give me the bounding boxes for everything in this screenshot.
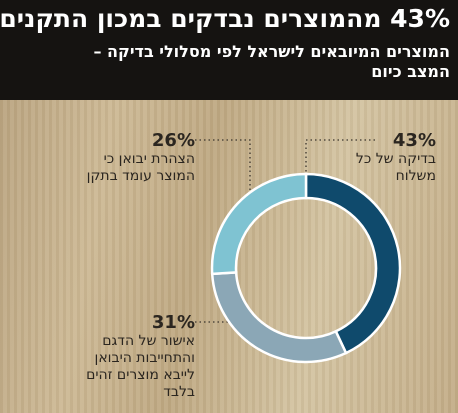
segment-label: 43% בדיקה של כל משלוח	[351, 130, 436, 185]
chart-subtitle: המוצרים המיובאים לישראל לפי מסלולי בדיקה…	[93, 42, 450, 81]
segment-label: 31% אישור של הדגם והתחייבות היבואן לייבא …	[75, 312, 195, 401]
donut-segment	[210, 172, 308, 276]
category-label: אישור של הדגם והתחייבות היבואן לייבא מוצ…	[86, 333, 195, 400]
chart-title: 43% מהמוצרים נבדקים במכון התקנים	[0, 4, 450, 33]
category-label: הצהרת יבואן כי המוצר עומד בתקן	[86, 151, 195, 184]
value-label: 31%	[151, 312, 195, 333]
donut-segment	[210, 271, 348, 364]
header: 43% מהמוצרים נבדקים במכון התקנים המוצרים…	[0, 0, 458, 100]
leader-line	[195, 139, 251, 190]
leader-line	[305, 139, 375, 175]
category-label: בדיקה של כל משלוח	[355, 151, 436, 184]
value-label: 26%	[151, 130, 195, 151]
segment-label: 26% הצהרת יבואן כי המוצר עומד בתקן	[85, 130, 195, 185]
value-label: 43%	[392, 130, 436, 151]
donut-segment	[304, 172, 402, 355]
